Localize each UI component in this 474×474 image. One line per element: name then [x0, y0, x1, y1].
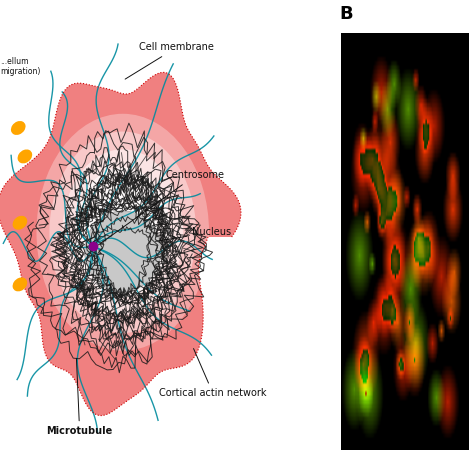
Ellipse shape	[13, 277, 27, 292]
Polygon shape	[0, 73, 241, 416]
Text: Microtubule: Microtubule	[46, 358, 113, 437]
Text: Nucleus: Nucleus	[155, 227, 232, 241]
Ellipse shape	[18, 149, 32, 164]
Ellipse shape	[36, 114, 209, 351]
Ellipse shape	[75, 167, 170, 298]
Ellipse shape	[11, 121, 26, 135]
Text: ...ellum
migration): ...ellum migration)	[0, 57, 40, 76]
Ellipse shape	[13, 216, 27, 230]
Text: Cortical actin network: Cortical actin network	[159, 348, 267, 399]
Text: Centrosome: Centrosome	[99, 170, 225, 245]
Ellipse shape	[63, 149, 183, 315]
Ellipse shape	[84, 211, 161, 292]
Text: B: B	[339, 5, 353, 23]
Ellipse shape	[88, 185, 157, 280]
Ellipse shape	[49, 131, 196, 333]
Text: Cell membrane: Cell membrane	[125, 42, 214, 79]
